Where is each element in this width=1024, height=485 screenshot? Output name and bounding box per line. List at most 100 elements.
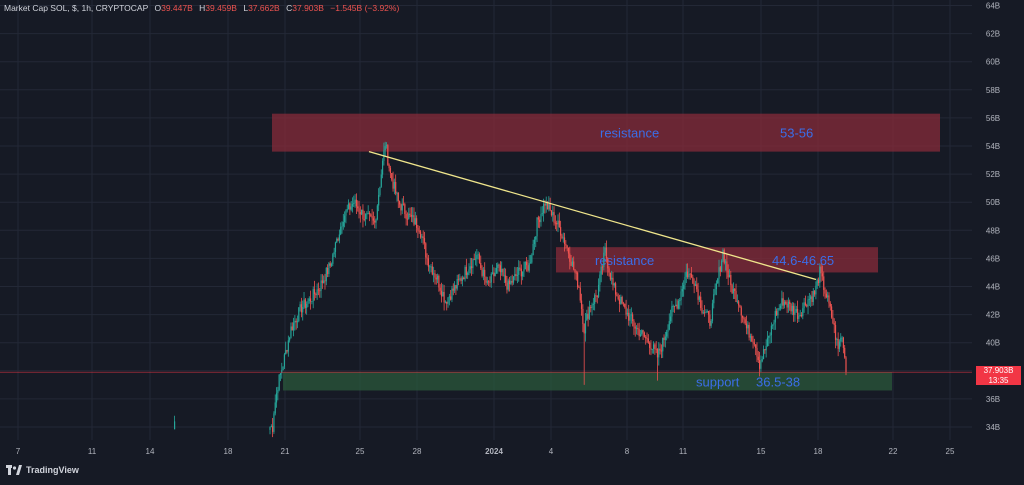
candle-body [381, 160, 384, 175]
candle-body [838, 341, 841, 349]
candle-body [465, 266, 467, 275]
candle-body [453, 285, 456, 291]
candle-body [735, 290, 737, 303]
candle-body [759, 359, 761, 369]
candle-body [423, 238, 426, 244]
candle-body [367, 212, 369, 214]
candle-body [421, 236, 423, 238]
candle-body [359, 212, 361, 215]
y-tick-label: 52B [986, 170, 1000, 179]
candle-body [783, 301, 786, 306]
candle-body [296, 321, 299, 323]
candle-body [336, 238, 338, 243]
candle-body [448, 296, 450, 298]
candle-body [518, 267, 520, 275]
candle-body [833, 323, 835, 325]
candle-body [840, 337, 842, 342]
candle-body [662, 337, 664, 352]
candle-body [635, 327, 638, 329]
candle-body [436, 275, 439, 280]
candle-body [575, 272, 577, 274]
candle-body [628, 312, 630, 321]
candle-body [766, 337, 769, 347]
candle-body [467, 272, 469, 275]
candle-body [480, 262, 482, 269]
zones: resistance 53-56 resistance 44.6-46.65 suppo… [272, 113, 940, 391]
candle-body [549, 204, 551, 211]
candle-body [294, 320, 296, 323]
candle-body [556, 222, 558, 225]
candle-body [707, 311, 710, 315]
candle-body [430, 266, 432, 268]
candle-body [342, 221, 344, 227]
candle-body [706, 311, 708, 313]
candle-body [507, 280, 509, 290]
x-tick-label: 7 [16, 447, 21, 456]
candle-body [620, 296, 622, 304]
candle-body [741, 315, 744, 318]
candle-body [709, 314, 711, 326]
candle-body [597, 284, 600, 297]
candle-body [391, 173, 393, 180]
candle-body [290, 326, 292, 338]
candle-body [375, 219, 377, 223]
candle-body [540, 214, 542, 223]
candle-body [675, 304, 677, 307]
candle-body [774, 311, 776, 323]
candle-body [494, 272, 496, 277]
candle-body [831, 306, 833, 318]
candle-body [795, 309, 797, 312]
support-zone [283, 372, 892, 391]
candle-body [510, 281, 512, 285]
candle-body [666, 331, 668, 337]
candle-body [817, 279, 820, 283]
candle-body [393, 181, 395, 189]
candle-body [676, 304, 678, 309]
candle-body [501, 268, 503, 273]
candle-body [327, 267, 329, 274]
candle-body [416, 218, 418, 228]
y-tick-label: 56B [986, 114, 1000, 123]
candle-body [319, 290, 321, 292]
candle-body [616, 294, 618, 297]
candle-body [474, 258, 477, 260]
y-tick-label: 50B [986, 198, 1000, 207]
candle-body [452, 288, 454, 291]
candle-body [544, 203, 546, 206]
candle-body [537, 217, 539, 220]
candle-body [583, 324, 585, 334]
candle-body [337, 238, 339, 241]
resistance-range-label: 44.6-46.65 [772, 253, 834, 268]
candle-body [782, 298, 784, 306]
candle-body [684, 276, 686, 286]
candle-body [650, 347, 652, 350]
symbol-label: Market Cap SOL, $, 1h, CRYPTOCAP [4, 3, 149, 13]
tradingview-branding[interactable]: TradingView [6, 465, 79, 475]
candle-body [300, 304, 303, 313]
candle-body [613, 283, 615, 286]
candle-body [515, 274, 517, 276]
candle-body [727, 270, 729, 278]
y-tick-label: 42B [986, 311, 1000, 320]
candle-body [328, 263, 330, 274]
candle-body [395, 181, 397, 194]
candle-body [366, 213, 368, 215]
candle-body [545, 201, 547, 206]
symbol-header[interactable]: Market Cap SOL, $, 1h, CRYPTOCAP O39.447… [4, 3, 399, 13]
candle-body [663, 337, 665, 340]
candle-body [329, 263, 331, 266]
candle-body [396, 192, 398, 194]
candle-body [802, 308, 804, 317]
candle-body [283, 354, 285, 367]
candle-body [497, 264, 499, 268]
candle-body [793, 305, 795, 315]
candle-body [565, 243, 567, 246]
candle-body [292, 322, 295, 331]
candle-body [346, 209, 348, 211]
candle-body [672, 305, 674, 307]
candle-body [756, 348, 758, 357]
candle-body [308, 298, 310, 302]
y-tick-label: 60B [986, 58, 1000, 67]
x-tick-label: 18 [224, 447, 233, 456]
